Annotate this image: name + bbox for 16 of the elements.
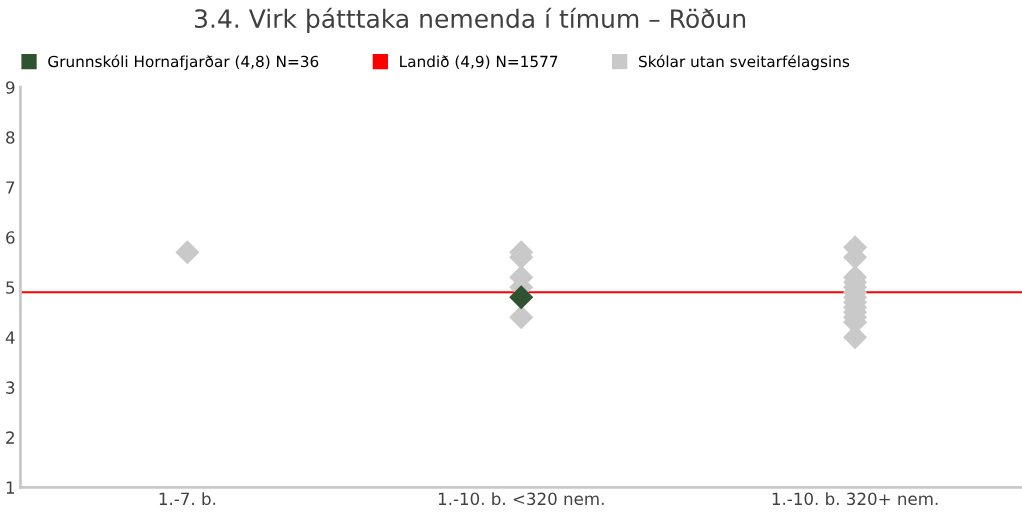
x-tick-label: 1.-7. b. — [159, 492, 216, 506]
y-tick-label: 6 — [6, 231, 15, 244]
legend-label: Landið (4,9) N=1577 — [400, 55, 558, 70]
x-tick-label: 1.-10. b. 320+ nem. — [772, 492, 938, 506]
y-tick-label: 7 — [6, 181, 15, 194]
legend-label: Grunnskóli Hornafjarðar (4,8) N=36 — [48, 54, 319, 71]
y-tick-label: 3 — [6, 381, 15, 394]
y-tick-label: 5 — [6, 281, 15, 294]
y-tick-label: 9 — [6, 81, 15, 94]
y-tick-label: 1 — [6, 481, 15, 494]
y-tick-label: 4 — [5, 331, 15, 344]
y-tick-label: 8 — [6, 131, 15, 144]
y-tick-label: 2 — [6, 431, 14, 444]
x-tick-label: 1.-10. b. <320 nem. — [438, 492, 604, 506]
chart-title: 3.4. Virk þátttaka nemenda í tímum – Röðun — [194, 7, 746, 33]
legend-label: Skólar utan sveitarfélagsins — [639, 54, 850, 71]
